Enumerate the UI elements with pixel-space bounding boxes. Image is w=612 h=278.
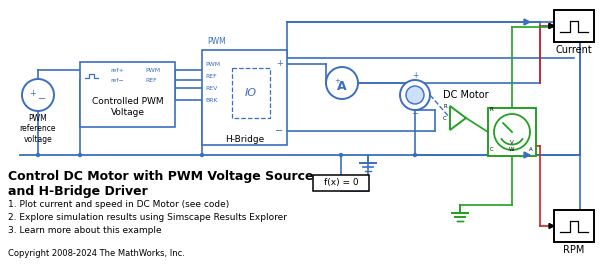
Text: REF: REF xyxy=(205,73,217,78)
Text: RPM: RPM xyxy=(563,245,584,255)
Circle shape xyxy=(78,153,81,157)
Text: REV: REV xyxy=(205,86,217,91)
Polygon shape xyxy=(549,24,554,29)
Polygon shape xyxy=(524,19,530,25)
Text: 3. Learn more about this example: 3. Learn more about this example xyxy=(8,226,162,235)
Text: +: + xyxy=(29,88,37,98)
Text: PWM: PWM xyxy=(145,68,160,73)
Text: PWM
reference
voltage: PWM reference voltage xyxy=(20,114,56,144)
Text: R: R xyxy=(443,104,447,109)
Bar xyxy=(202,50,287,145)
Text: REF: REF xyxy=(145,78,157,83)
Text: V: V xyxy=(510,140,513,145)
Text: H-Bridge: H-Bridge xyxy=(225,135,264,143)
Text: W: W xyxy=(509,147,515,152)
Text: Control DC Motor with PWM Voltage Source
and H-Bridge Driver: Control DC Motor with PWM Voltage Source… xyxy=(8,170,313,198)
Text: +: + xyxy=(276,59,283,68)
Text: 2. Explore simulation results using Simscape Results Explorer: 2. Explore simulation results using Sims… xyxy=(8,213,287,222)
Bar xyxy=(232,68,270,118)
Text: PWM: PWM xyxy=(205,61,220,66)
Circle shape xyxy=(201,153,204,157)
Text: R: R xyxy=(490,107,494,112)
Text: −: − xyxy=(38,94,46,104)
Text: PWM: PWM xyxy=(207,37,226,46)
Text: A: A xyxy=(337,81,347,93)
Polygon shape xyxy=(524,152,530,158)
Text: −: − xyxy=(275,126,283,136)
Circle shape xyxy=(37,153,40,157)
Circle shape xyxy=(326,67,358,99)
Bar xyxy=(554,10,594,42)
Text: −: − xyxy=(411,110,419,118)
Text: C: C xyxy=(443,116,447,121)
Text: +: + xyxy=(334,78,340,84)
Bar xyxy=(554,210,594,242)
Circle shape xyxy=(340,153,343,157)
Text: A: A xyxy=(529,147,533,152)
Text: ref−: ref− xyxy=(110,78,124,83)
Polygon shape xyxy=(549,224,554,229)
Polygon shape xyxy=(549,24,554,29)
Text: f(x) = 0: f(x) = 0 xyxy=(324,178,358,187)
Text: Current: Current xyxy=(556,45,592,55)
Bar xyxy=(80,62,175,127)
Circle shape xyxy=(414,153,417,157)
Circle shape xyxy=(494,114,530,150)
Bar xyxy=(488,108,536,156)
Circle shape xyxy=(406,86,424,104)
Text: DC Motor: DC Motor xyxy=(443,90,489,100)
Text: IO: IO xyxy=(245,88,257,98)
Text: ref+: ref+ xyxy=(110,68,124,73)
Text: 1. Plot current and speed in DC Motor (see code): 1. Plot current and speed in DC Motor (s… xyxy=(8,200,229,209)
Bar xyxy=(313,175,369,191)
Polygon shape xyxy=(450,106,466,130)
Text: +: + xyxy=(412,71,418,81)
Text: Copyright 2008-2024 The MathWorks, Inc.: Copyright 2008-2024 The MathWorks, Inc. xyxy=(8,249,185,258)
Text: Controlled PWM
Voltage: Controlled PWM Voltage xyxy=(92,97,163,117)
Text: BRK: BRK xyxy=(205,98,218,103)
Text: C: C xyxy=(490,147,494,152)
Circle shape xyxy=(400,80,430,110)
Circle shape xyxy=(22,79,54,111)
